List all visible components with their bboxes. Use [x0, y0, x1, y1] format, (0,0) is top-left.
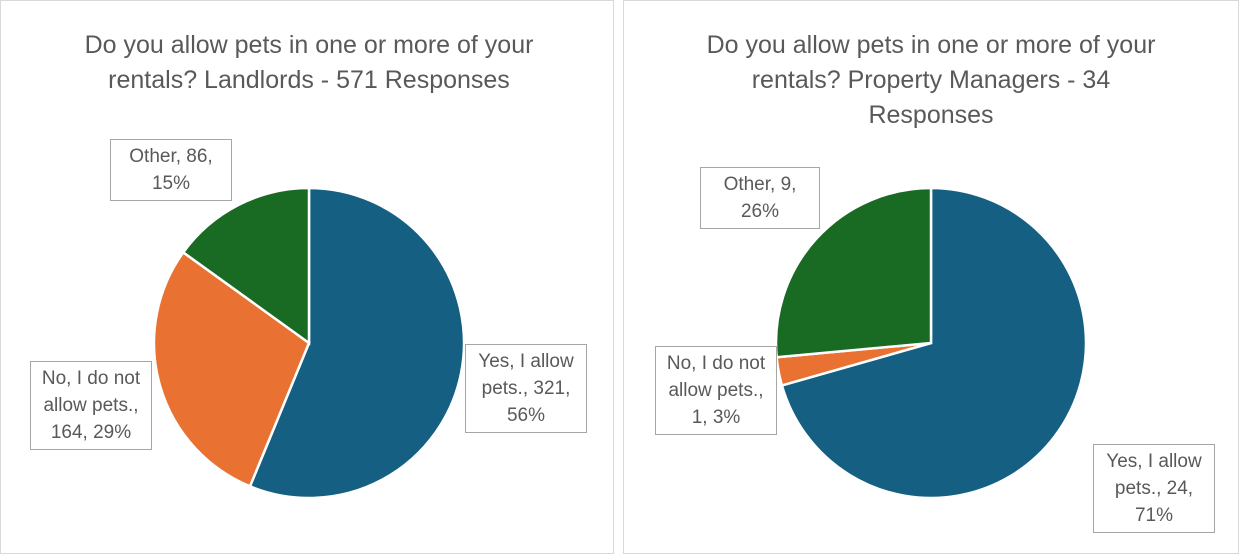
data-label: No, I do not allow pets., 1, 3%	[655, 345, 777, 435]
data-label: No, I do not allow pets., 164, 29%	[30, 360, 152, 450]
chart-title: Do you allow pets in one or more of your…	[84, 31, 534, 94]
data-label: Yes, I allow pets., 24, 71%	[1093, 443, 1215, 533]
pie-slice	[780, 186, 1088, 500]
chart-title: Do you allow pets in one or more of your…	[706, 31, 1156, 129]
data-label: Other, 9, 26%	[700, 167, 820, 229]
data-label: Other, 86, 15%	[110, 139, 232, 201]
pie-slice	[181, 186, 311, 346]
pie-slice	[248, 186, 466, 500]
pie-slice	[152, 250, 311, 488]
data-label: Yes, I allow pets., 321, 56%	[465, 343, 587, 433]
pie-slice	[774, 186, 933, 359]
